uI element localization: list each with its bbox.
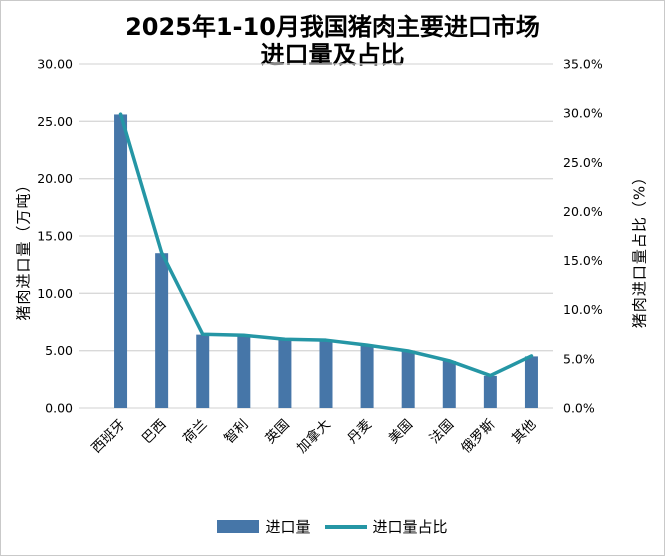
left-axis-tick-label: 20.00 xyxy=(37,171,73,186)
legend-bar-label: 进口量 xyxy=(265,518,311,536)
bar xyxy=(237,335,251,408)
left-axis-title: 猪肉进口量（万吨） xyxy=(14,176,33,321)
legend: 进口量 进口量占比 xyxy=(1,516,664,537)
bar xyxy=(114,114,128,408)
bar xyxy=(196,334,210,408)
right-axis-tick-label: 30.0% xyxy=(563,106,603,121)
right-axis-tick-label: 0.0% xyxy=(563,401,595,416)
left-axis-tick-label: 10.00 xyxy=(37,286,73,301)
right-axis-tick-label: 20.0% xyxy=(563,204,603,219)
left-axis-tick-label: 30.00 xyxy=(37,57,73,72)
left-axis-tick-label: 15.00 xyxy=(37,229,73,244)
legend-line-label: 进口量占比 xyxy=(372,518,448,536)
category-label: 其他 xyxy=(509,417,539,447)
right-axis-title: 猪肉进口量占比（%） xyxy=(630,168,649,329)
bar xyxy=(319,340,333,408)
category-label: 巴西 xyxy=(139,417,169,447)
chart-title-line1: 2025年1-10月我国猪肉主要进口市场 xyxy=(125,13,540,41)
left-axis-tick-label: 5.00 xyxy=(45,343,73,358)
category-label: 加拿大 xyxy=(293,416,334,457)
category-label: 荷兰 xyxy=(180,417,210,447)
bar xyxy=(401,350,415,408)
percent-line xyxy=(118,112,534,378)
bar xyxy=(155,253,169,408)
left-axis-tick-label: 25.00 xyxy=(37,114,73,129)
right-axis-tick-label: 15.0% xyxy=(563,253,603,268)
bar xyxy=(483,375,497,408)
category-label: 美国 xyxy=(386,417,416,447)
right-axis-tick-label: 35.0% xyxy=(563,57,603,72)
category-label: 英国 xyxy=(262,416,293,447)
category-label: 西班牙 xyxy=(88,417,128,457)
bar xyxy=(278,339,292,408)
right-axis-tick-label: 25.0% xyxy=(563,155,603,170)
bar xyxy=(360,344,374,408)
bar xyxy=(442,360,456,408)
category-label: 俄罗斯 xyxy=(458,417,498,457)
chart-title: 2025年1-10月我国猪肉主要进口市场 进口量及占比 xyxy=(1,13,664,69)
bar xyxy=(524,356,538,408)
category-label: 智利 xyxy=(221,417,251,447)
right-axis-tick-label: 10.0% xyxy=(563,302,603,317)
left-axis-tick-label: 0.00 xyxy=(45,401,73,416)
right-axis-tick-label: 5.0% xyxy=(563,351,595,366)
legend-bar-swatch xyxy=(217,520,260,533)
legend-line-swatch xyxy=(324,524,367,529)
category-label: 丹麦 xyxy=(345,416,376,447)
category-label: 法国 xyxy=(427,417,457,447)
